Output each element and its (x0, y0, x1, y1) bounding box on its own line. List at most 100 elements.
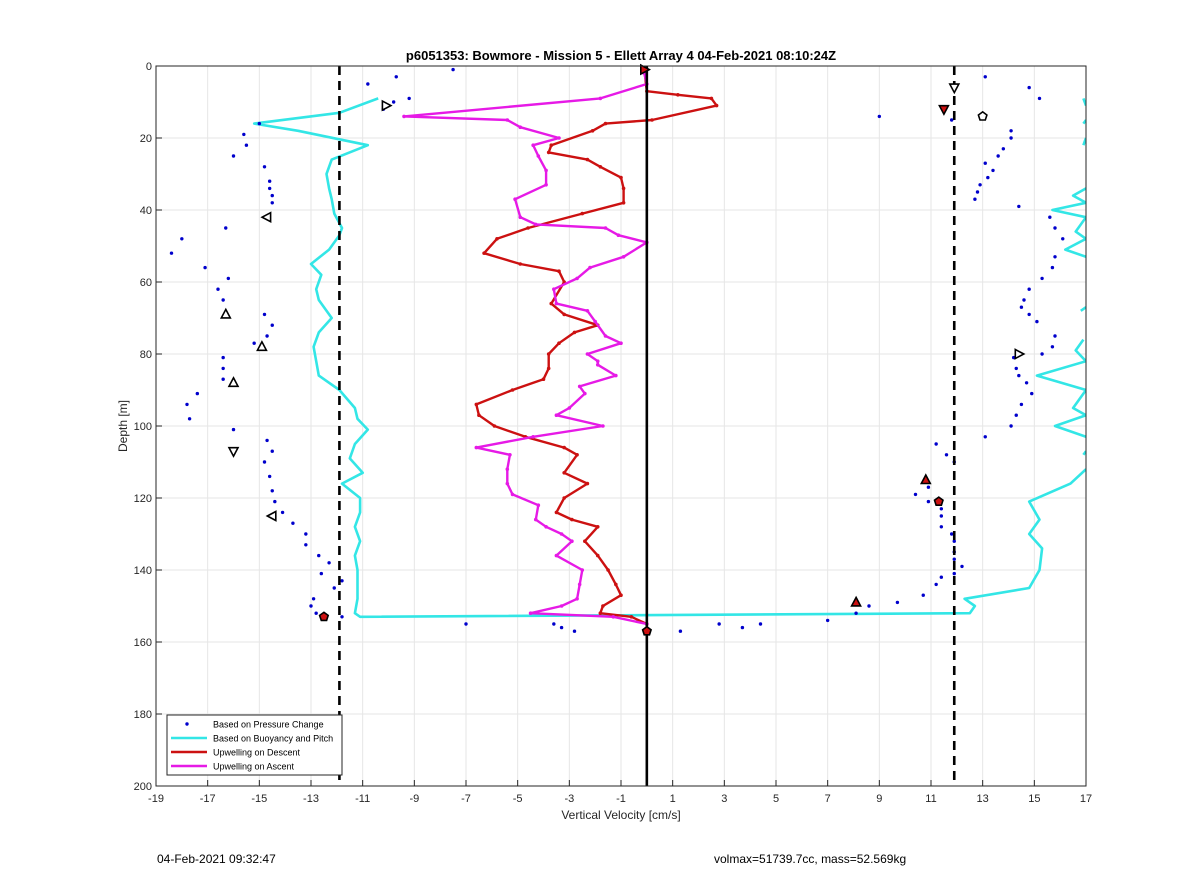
legend-label: Upwelling on Ascent (213, 762, 295, 772)
pressure-point (867, 604, 871, 608)
ascent-point (544, 525, 548, 529)
y-tick-label: 160 (134, 637, 152, 649)
ascent-point (505, 481, 510, 486)
pressure-point (195, 391, 200, 396)
ascent-point (557, 136, 561, 140)
pressure-point (187, 417, 192, 421)
descent-point (549, 143, 554, 147)
ascent-point (575, 597, 579, 601)
descent-point (492, 424, 497, 428)
pressure-point (939, 507, 944, 511)
pressure-point (949, 118, 954, 122)
pressure-point (1035, 319, 1039, 324)
descent-point (482, 251, 486, 255)
pressure-point (1019, 402, 1024, 407)
ascent-point (559, 532, 564, 536)
ascent-point (593, 319, 597, 324)
pressure-point (854, 611, 858, 615)
ascent-point (559, 604, 564, 608)
ascent-point (595, 363, 600, 367)
legend-swatch (185, 722, 189, 726)
pressure-point (267, 474, 272, 479)
ascent-point (518, 125, 523, 129)
pressure-point (270, 449, 274, 453)
descent-point (650, 118, 654, 122)
ascent-point (619, 341, 623, 346)
pressure-point (973, 197, 977, 201)
pressure-point (825, 618, 830, 623)
descent-point (621, 201, 626, 205)
pressure-point (216, 287, 220, 291)
pressure-point (180, 237, 184, 241)
descent-point (510, 388, 515, 392)
pressure-point (1040, 352, 1044, 356)
pressure-point (1037, 96, 1042, 101)
triangle-right-marker (381, 99, 393, 112)
pressure-point (952, 571, 956, 576)
ascent-point (575, 276, 579, 281)
ascent-point (528, 611, 533, 615)
pressure-point (983, 161, 987, 165)
descent-point (585, 157, 590, 162)
pressure-point (231, 154, 236, 158)
pentagon-marker (641, 625, 653, 636)
legend-label: Upwelling on Descent (213, 748, 301, 758)
descent-point (629, 615, 634, 619)
pressure-point (1009, 424, 1013, 428)
pressure-point (267, 186, 272, 191)
x-tick-label: -15 (251, 793, 267, 805)
ascent-point (616, 233, 621, 237)
y-tick-label: 120 (134, 493, 152, 505)
pressure-point (311, 597, 316, 601)
x-tick-label: -1 (616, 793, 626, 805)
pressure-point (1053, 334, 1057, 338)
x-tick-label: -3 (564, 793, 574, 805)
pressure-point (740, 625, 745, 630)
y-tick-label: 20 (140, 133, 152, 145)
pressure-point (877, 114, 882, 119)
y-tick-label: 40 (140, 205, 152, 217)
x-tick-label: -7 (461, 793, 471, 805)
pressure-point (934, 442, 938, 446)
descent-point (557, 269, 561, 274)
pressure-point (1061, 237, 1065, 241)
ascent-point (474, 445, 479, 450)
descent-point (614, 582, 618, 587)
y-tick-label: 0 (146, 61, 152, 73)
pressure-point (678, 629, 683, 633)
pressure-point (262, 460, 267, 464)
pressure-point (1030, 391, 1034, 396)
pressure-point (934, 582, 938, 587)
ascent-point (513, 197, 517, 201)
x-tick-label: -11 (355, 793, 370, 805)
pressure-point (996, 154, 1000, 158)
pressure-point (242, 132, 246, 137)
pressure-point (224, 226, 228, 230)
ascent-point (552, 287, 556, 292)
descent-point (714, 103, 719, 108)
pressure-point (262, 312, 267, 317)
y-tick-label: 60 (140, 277, 152, 289)
pressure-point (185, 402, 189, 407)
pressure-point (939, 575, 944, 579)
pressure-point (226, 276, 231, 281)
pressure-point (267, 179, 272, 183)
pressure-point (270, 323, 274, 327)
y-axis-label: Depth [m] (116, 400, 130, 452)
x-axis-label: Vertical Velocity [cm/s] (561, 808, 680, 822)
x-tick-label: 15 (1028, 793, 1040, 805)
pressure-point (1014, 413, 1018, 417)
descent-point (595, 525, 600, 529)
x-tick-label: -13 (303, 793, 319, 805)
pressure-point (986, 175, 990, 180)
pressure-point (244, 143, 249, 147)
triangle-up-marker (219, 307, 232, 319)
descent-point (562, 496, 566, 500)
pressure-point (921, 593, 925, 597)
pressure-point (273, 499, 277, 504)
x-tick-label: 1 (670, 793, 676, 805)
pressure-point (332, 586, 336, 590)
buoyancy-series-line (252, 97, 1086, 619)
ascent-point (554, 413, 559, 418)
ascent-series-line (402, 72, 648, 626)
